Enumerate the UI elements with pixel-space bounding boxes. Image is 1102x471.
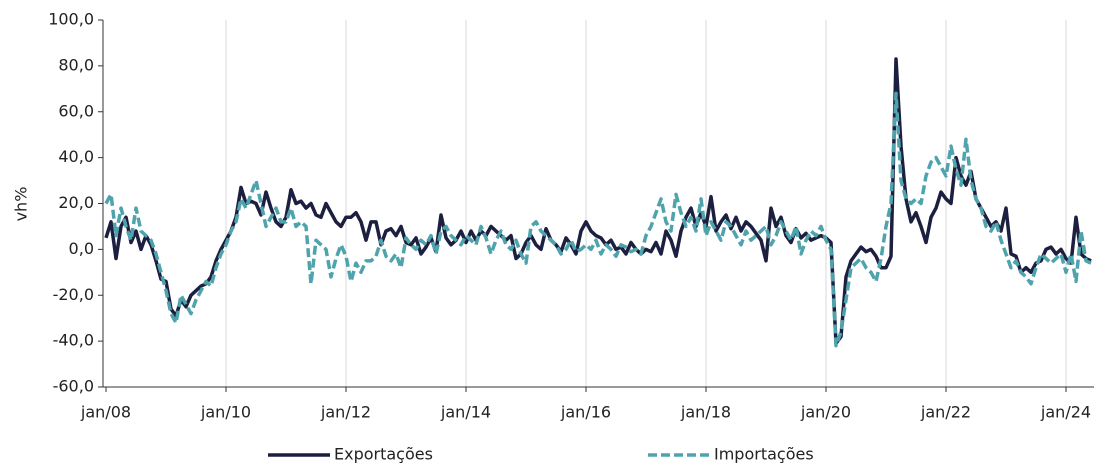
x-tick-label: jan/12 (320, 403, 371, 422)
x-tick-label: jan/24 (1040, 403, 1091, 422)
x-tick-label: jan/14 (440, 403, 491, 422)
series-line (104, 91, 1092, 348)
y-tick-label: 60,0 (58, 101, 94, 120)
x-tick-label: jan/10 (200, 403, 251, 422)
y-tick-label: -60,0 (53, 377, 94, 396)
y-tick-label: 20,0 (58, 193, 94, 212)
y-tick-label: -40,0 (53, 331, 94, 350)
x-tick-label: jan/20 (800, 403, 851, 422)
y-tick-label: 40,0 (58, 147, 94, 166)
y-tick-label: 0,0 (69, 239, 94, 258)
y-tick-label: -20,0 (53, 285, 94, 304)
legend-label: Exportações (334, 445, 433, 464)
legend-label: Importações (714, 445, 814, 464)
y-tick-label: 80,0 (58, 55, 94, 74)
y-axis-label: vh% (12, 187, 31, 222)
series-line (104, 57, 1092, 346)
x-tick-label: jan/16 (560, 403, 611, 422)
x-tick-label: jan/22 (920, 403, 971, 422)
y-tick-label: 100,0 (48, 10, 94, 29)
x-tick-label: jan/18 (680, 403, 731, 422)
x-tick-label: jan/08 (80, 403, 131, 422)
